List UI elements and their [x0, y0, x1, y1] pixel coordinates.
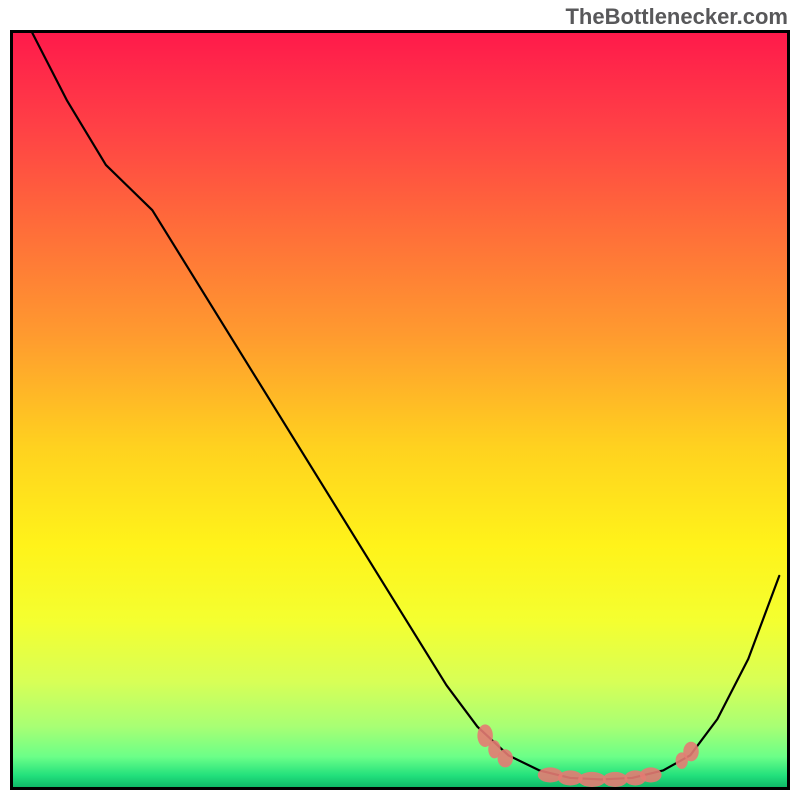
data-dot: [578, 772, 606, 787]
data-dot: [498, 749, 513, 767]
watermark-text: TheBottlenecker.com: [565, 4, 788, 30]
data-dot: [603, 772, 628, 787]
gradient-background: [13, 33, 787, 787]
chart-svg: [13, 33, 787, 787]
plot-area: [10, 30, 790, 790]
data-dot: [683, 742, 698, 762]
chart-container: TheBottlenecker.com: [0, 0, 800, 800]
data-dot: [640, 767, 662, 782]
